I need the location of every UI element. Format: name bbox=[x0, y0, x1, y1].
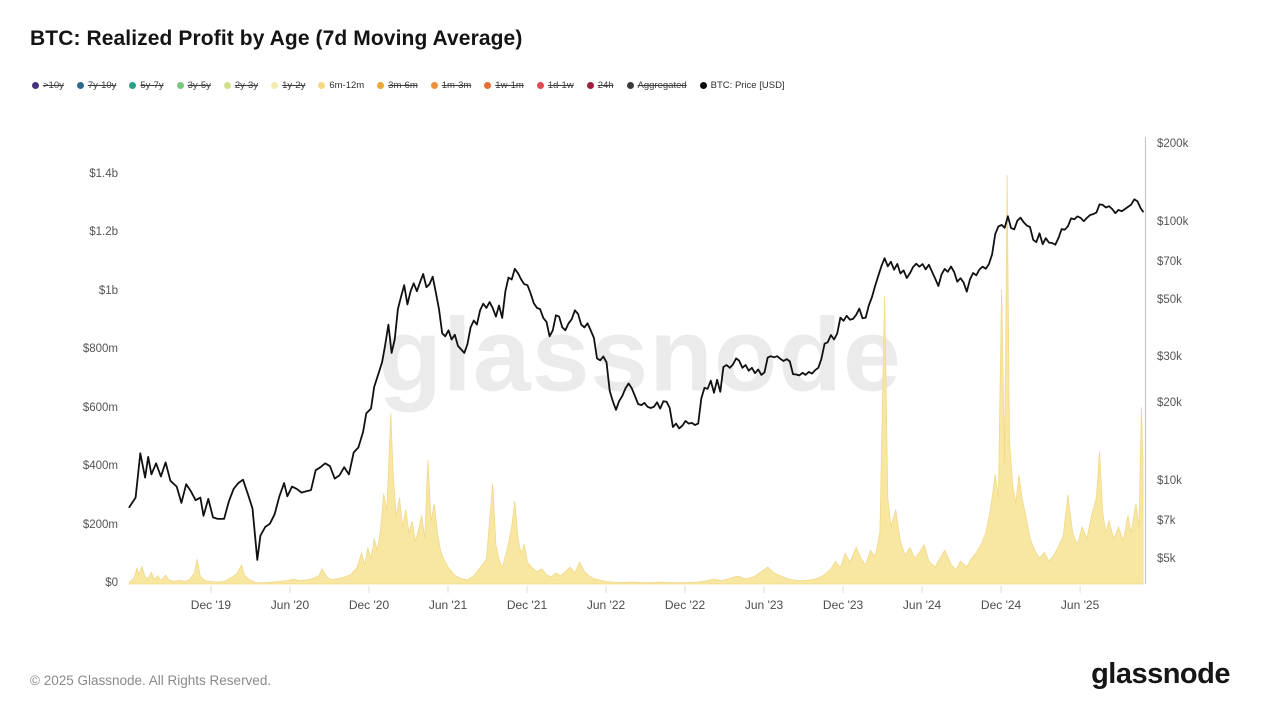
y-right-tick-label: $50k bbox=[1157, 293, 1182, 306]
legend-dot-icon bbox=[536, 82, 544, 89]
legend-item-label: 5y-7y bbox=[140, 80, 164, 91]
x-tick-label: Dec '24 bbox=[980, 598, 1022, 612]
legend-dot-icon bbox=[176, 82, 184, 89]
y-right-tick-label: $30k bbox=[1157, 351, 1182, 364]
y-right-tick-label: $200k bbox=[1157, 138, 1189, 150]
y-left-tick-label: $1b bbox=[98, 284, 118, 297]
legend-item-2y-3y[interactable]: 2y-3y bbox=[223, 80, 259, 91]
x-tick-label: Dec '22 bbox=[664, 598, 706, 612]
btc-price-line bbox=[128, 198, 1144, 561]
legend-item-label: 7y-10y bbox=[87, 80, 117, 91]
x-tick-label: Dec '20 bbox=[348, 598, 390, 612]
legend-item-label: BTC: Price [USD] bbox=[710, 80, 785, 91]
legend-item-label: 1d-1w bbox=[547, 80, 574, 91]
legend-item-5y-7y[interactable]: 5y-7y bbox=[129, 80, 164, 91]
legend-dot-icon bbox=[699, 82, 707, 89]
legend-item-label: 3y-5y bbox=[187, 80, 211, 91]
legend-item-3m-6m[interactable]: 3m-6m bbox=[377, 80, 418, 91]
y-left-tick-label: $600m bbox=[82, 401, 118, 414]
y-right-tick-label: $5k bbox=[1157, 552, 1176, 565]
legend-dot-icon bbox=[76, 82, 84, 89]
x-tick-label: Jun '21 bbox=[428, 598, 468, 612]
legend-item-label: 1m-3m bbox=[441, 80, 472, 91]
legend-item-1w-1m[interactable]: 1w-1m bbox=[484, 80, 524, 91]
y-left-tick-label: $800m bbox=[82, 343, 118, 356]
legend-item-24h[interactable]: 24h bbox=[586, 80, 614, 91]
legend-dot-icon bbox=[318, 82, 326, 89]
legend-item-btc-price-usd-[interactable]: BTC: Price [USD] bbox=[699, 80, 785, 91]
footer-copyright: © 2025 Glassnode. All Rights Reserved. bbox=[30, 673, 272, 688]
y-left-tick-label: $1.2b bbox=[89, 226, 118, 239]
x-tick-label: Jun '20 bbox=[270, 598, 310, 612]
legend: >10y 7y-10y 5y-7y 3y-5y 2y-3y 1y-2y 6m-12m 3m-6… bbox=[32, 80, 785, 91]
x-tick-label: Dec '23 bbox=[822, 598, 864, 612]
legend-item-label: 1y-2y bbox=[282, 80, 306, 91]
legend-dot-icon bbox=[586, 82, 594, 89]
glassnode-logo: glassnode bbox=[1091, 658, 1230, 690]
legend-dot-icon bbox=[484, 82, 492, 89]
legend-item-1y-2y[interactable]: 1y-2y bbox=[271, 80, 305, 91]
legend-item-1d-1w[interactable]: 1d-1w bbox=[536, 80, 574, 91]
legend-item--10y[interactable]: >10y bbox=[32, 80, 64, 91]
y-left-tick-label: $0 bbox=[105, 577, 118, 589]
x-tick-label: Dec '21 bbox=[506, 598, 548, 612]
y-right-tick-label: $70k bbox=[1157, 256, 1182, 269]
y-right-tick-label: $20k bbox=[1157, 397, 1182, 409]
legend-item-1m-3m[interactable]: 1m-3m bbox=[430, 80, 472, 91]
legend-item-label: 6m-12m bbox=[329, 80, 365, 91]
x-tick-label: Jun '25 bbox=[1060, 598, 1100, 612]
legend-item-7y-10y[interactable]: 7y-10y bbox=[76, 80, 117, 91]
legend-dot-icon bbox=[430, 82, 438, 89]
legend-dot-icon bbox=[129, 82, 137, 89]
y-left-tick-label: $400m bbox=[82, 460, 118, 473]
y-right-tick-label: $100k bbox=[1157, 215, 1189, 228]
y-right-tick-label: $7k bbox=[1157, 515, 1176, 528]
legend-dot-icon bbox=[32, 82, 39, 89]
y-left-tick-label: $200m bbox=[82, 518, 118, 531]
x-tick-label: Jun '23 bbox=[744, 598, 784, 612]
y-right-tick-label: $10k bbox=[1157, 474, 1182, 487]
legend-item-6m-12m[interactable]: 6m-12m bbox=[318, 80, 364, 91]
x-tick-label: Jun '24 bbox=[902, 598, 942, 612]
legend-item-label: 1w-1m bbox=[495, 80, 524, 91]
legend-item-label: 24h bbox=[597, 80, 614, 91]
legend-item-label: 3m-6m bbox=[388, 80, 418, 91]
legend-item-label: >10y bbox=[43, 80, 64, 91]
legend-dot-icon bbox=[271, 82, 279, 89]
x-tick-label: Dec '19 bbox=[190, 598, 232, 612]
legend-item-aggregated[interactable]: Aggregated bbox=[626, 80, 687, 91]
page-title: BTC: Realized Profit by Age (7d Moving A… bbox=[30, 27, 523, 50]
x-tick-label: Jun '22 bbox=[586, 598, 626, 612]
realized-profit-area bbox=[128, 175, 1144, 585]
legend-dot-icon bbox=[626, 82, 634, 89]
y-left-tick-label: $1.4b bbox=[89, 168, 118, 181]
legend-dot-icon bbox=[377, 82, 385, 89]
legend-item-3y-5y[interactable]: 3y-5y bbox=[176, 80, 211, 91]
legend-item-label: 2y-3y bbox=[234, 80, 259, 91]
legend-item-label: Aggregated bbox=[637, 80, 687, 91]
legend-dot-icon bbox=[223, 82, 231, 89]
